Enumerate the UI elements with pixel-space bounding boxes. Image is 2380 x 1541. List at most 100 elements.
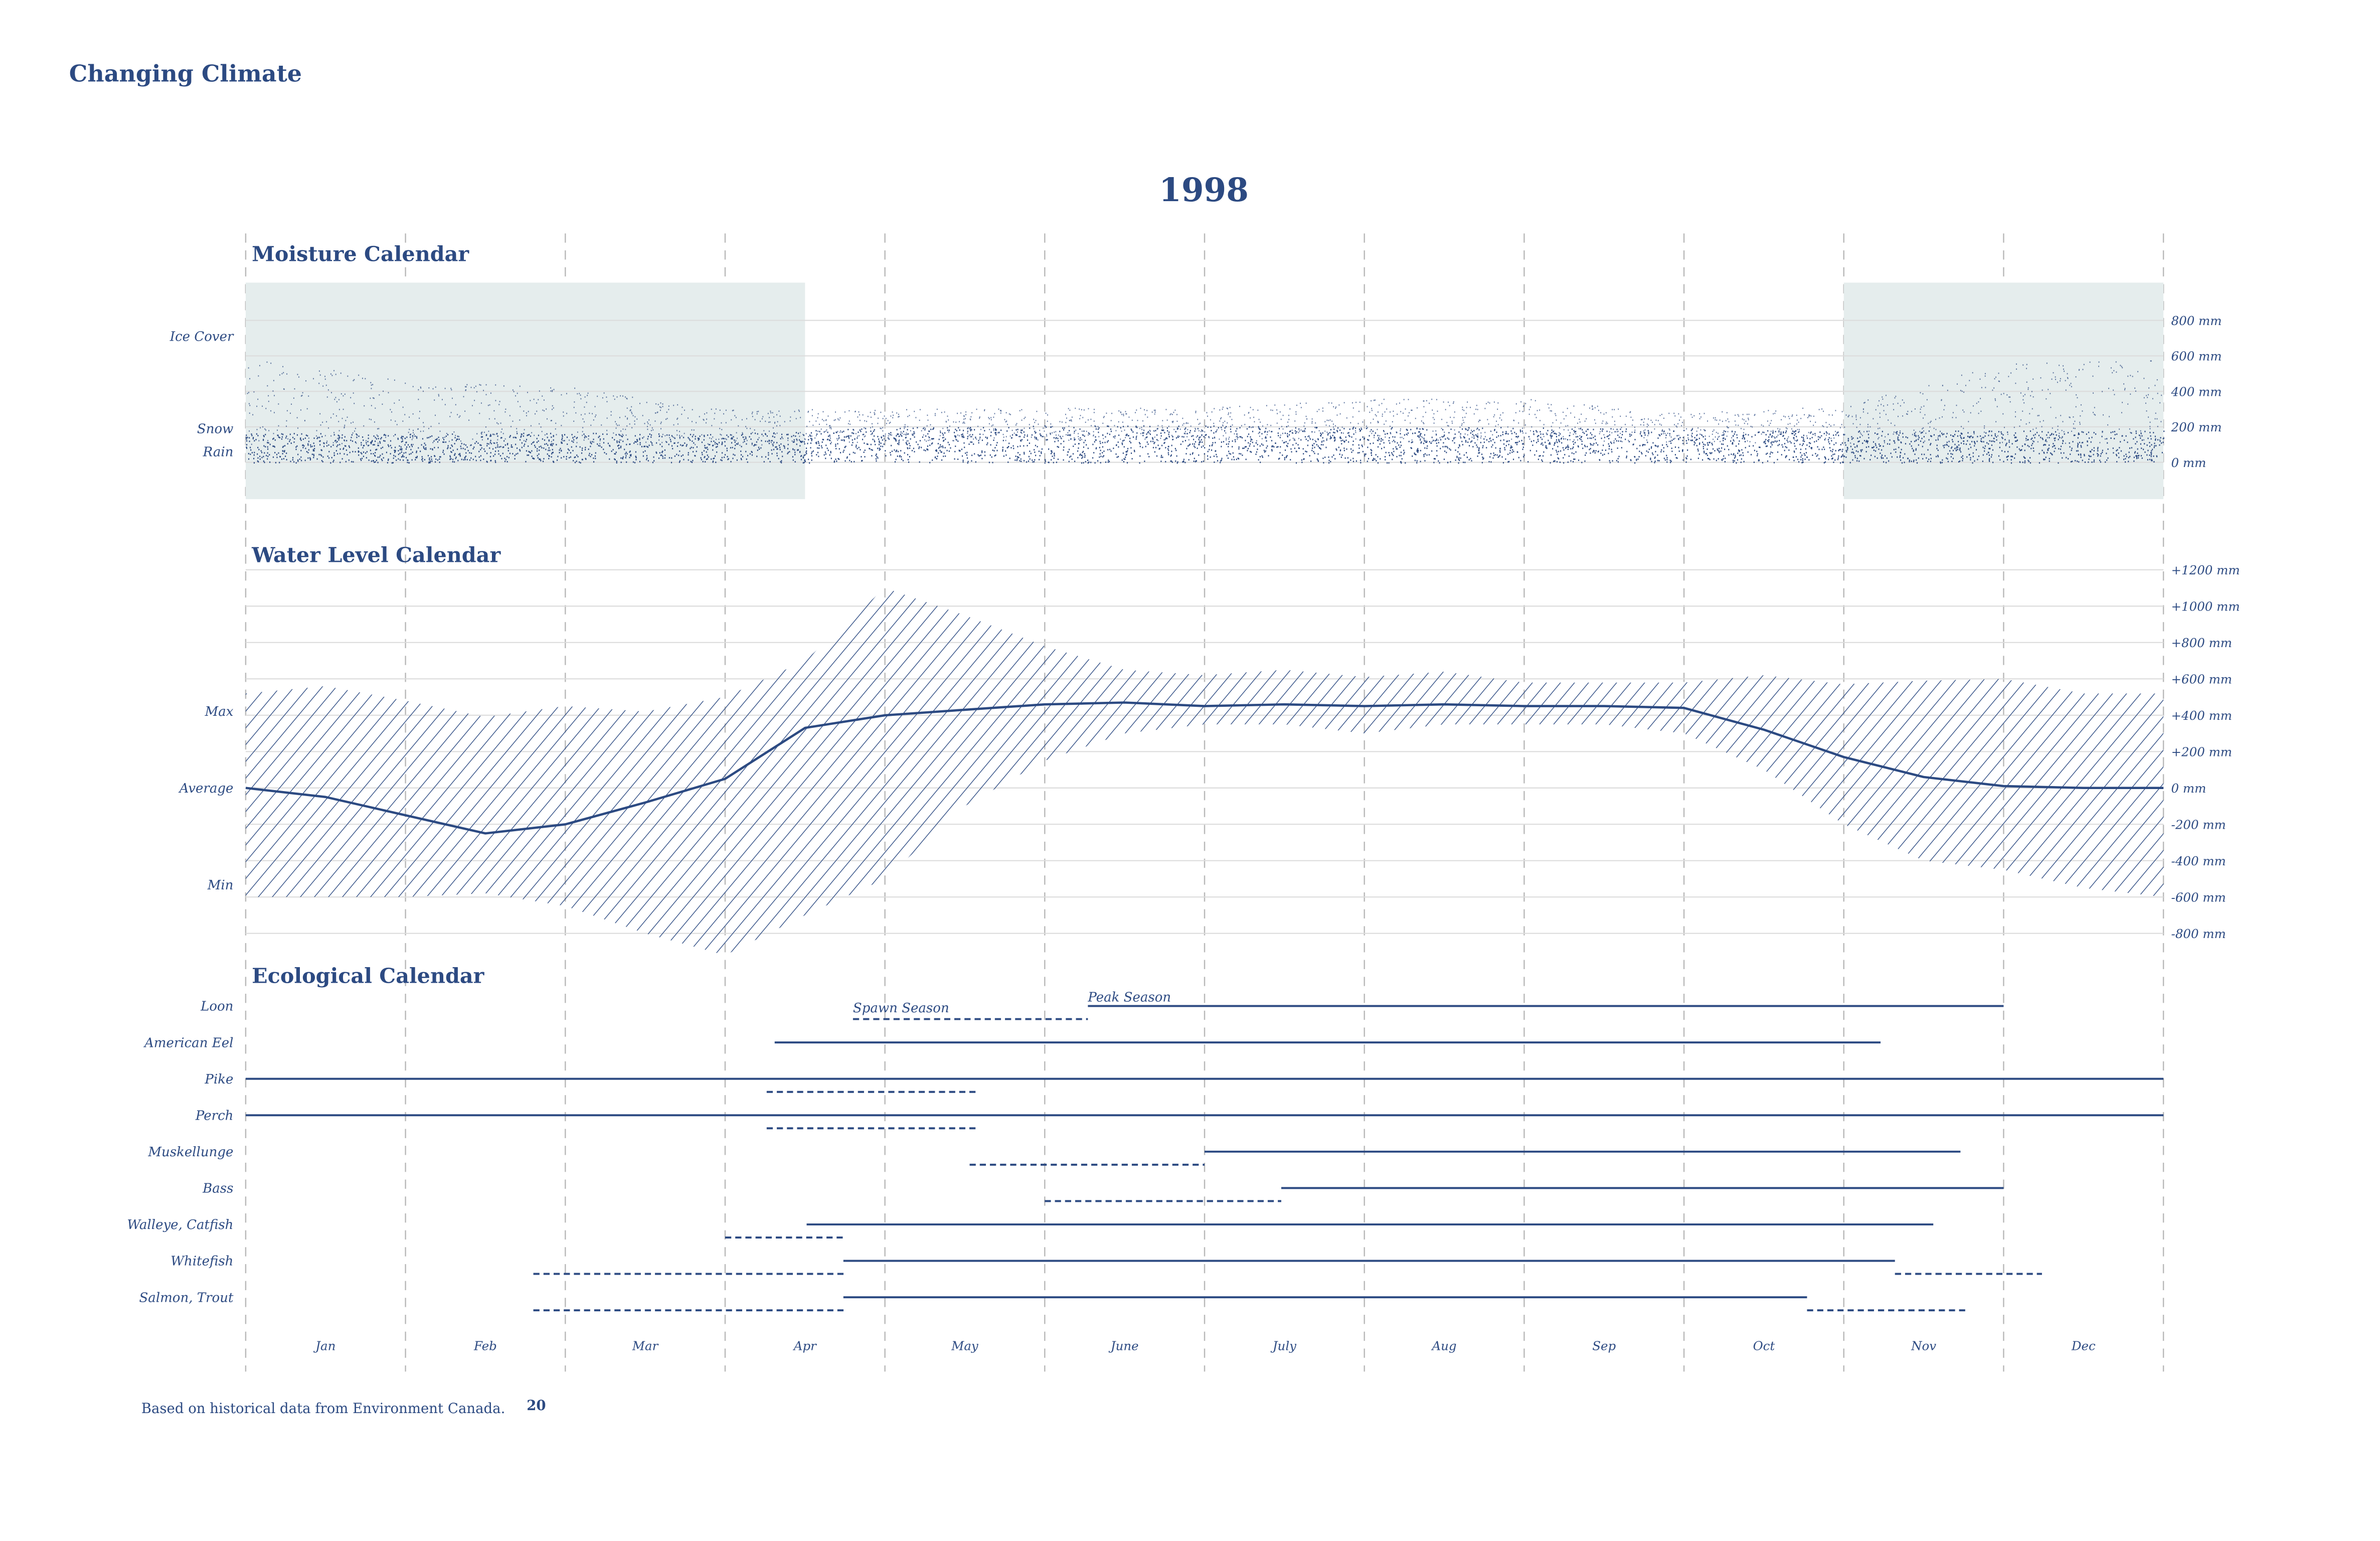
rain-dot (1590, 452, 1591, 454)
snow-dot (2062, 421, 2064, 422)
rain-dot (1327, 434, 1329, 436)
rain-dot (711, 458, 712, 460)
rain-dot (1801, 461, 1803, 464)
rain-dot (1657, 454, 1658, 456)
rain-dot (1719, 447, 1720, 449)
rain-dot (1650, 458, 1651, 460)
rain-dot (905, 434, 907, 436)
snow-dot (434, 399, 435, 401)
rain-dot (1284, 458, 1285, 460)
rain-dot (844, 460, 846, 462)
rain-dot (713, 444, 714, 446)
rain-dot (603, 448, 604, 450)
rain-dot (310, 458, 311, 460)
rain-dot (970, 441, 971, 443)
rain-dot (313, 454, 315, 456)
rain-dot (1674, 446, 1676, 448)
rain-dot (1657, 446, 1658, 448)
rain-dot (1785, 430, 1787, 432)
snow-dot (1662, 433, 1664, 434)
rain-dot (871, 455, 873, 456)
rain-dot (316, 458, 318, 460)
rain-dot (991, 456, 992, 458)
rain-dot (1732, 435, 1734, 437)
rain-dot (1713, 458, 1715, 460)
rain-dot (568, 449, 570, 451)
rain-dot (1563, 462, 1565, 464)
rain-dot (286, 458, 287, 460)
rain-dot (1743, 434, 1745, 436)
rain-dot (701, 441, 703, 443)
rain-dot (1053, 461, 1054, 464)
rain-dot (1355, 460, 1357, 462)
snow-dot (2067, 377, 2068, 379)
rain-dot (545, 448, 547, 450)
rain-dot (993, 439, 994, 441)
rain-dot (809, 462, 810, 464)
rain-dot (1051, 459, 1052, 461)
rain-dot (313, 437, 315, 439)
rain-dot (1786, 446, 1788, 448)
snow-dot (584, 396, 586, 398)
rain-dot (650, 441, 652, 443)
rain-dot (1699, 442, 1701, 444)
rain-dot (516, 447, 518, 449)
rain-dot (1162, 456, 1163, 458)
rain-dot (374, 461, 375, 463)
rain-dot (1019, 435, 1021, 437)
rain-dot (400, 446, 402, 448)
rain-dot (2102, 451, 2103, 453)
rain-dot (704, 434, 705, 436)
rain-dot (616, 462, 617, 464)
rain-dot (1590, 443, 1591, 444)
rain-dot (246, 438, 247, 440)
rain-dot (1945, 436, 1947, 438)
rain-dot (691, 461, 693, 464)
snow-dot (1579, 421, 1581, 423)
rain-dot (1183, 432, 1185, 434)
rain-dot (1148, 455, 1150, 457)
rain-dot (795, 432, 797, 433)
snow-dot (626, 397, 627, 399)
snow-dot (725, 409, 727, 411)
rain-dot (757, 438, 759, 440)
rain-dot (2072, 460, 2073, 463)
rain-dot (1250, 438, 1252, 440)
rain-dot (1661, 449, 1662, 451)
rain-dot (1333, 428, 1335, 430)
snow-dot (297, 427, 298, 429)
rain-dot (620, 461, 622, 464)
rain-dot (1377, 439, 1379, 441)
rain-dot (300, 449, 302, 451)
rain-dot (615, 434, 617, 436)
rain-dot (246, 444, 248, 445)
rain-dot (635, 455, 636, 457)
rain-dot (2067, 432, 2069, 433)
snow-dot (743, 441, 744, 443)
rain-dot (320, 454, 321, 455)
rain-dot (954, 458, 955, 460)
rain-dot (275, 461, 277, 464)
snow-dot (2115, 361, 2117, 363)
rain-dot (1705, 438, 1706, 440)
rain-dot (836, 460, 837, 462)
rain-dot (616, 441, 618, 443)
rain-dot (1301, 459, 1303, 461)
rain-dot (1367, 446, 1369, 448)
rain-dot (962, 459, 964, 461)
rain-dot (2069, 446, 2071, 448)
rain-dot (2044, 443, 2045, 445)
rain-dot (1063, 440, 1065, 442)
rain-dot (1705, 453, 1707, 455)
rain-dot (355, 441, 356, 443)
rain-dot (1783, 431, 1784, 433)
rain-dot (1758, 431, 1760, 433)
rain-dot (338, 437, 339, 439)
rain-dot (1388, 440, 1390, 441)
rain-dot (469, 459, 471, 461)
rain-dot (959, 429, 960, 431)
rain-dot (897, 450, 899, 452)
rain-dot (1573, 430, 1575, 432)
rain-dot (2049, 460, 2050, 462)
rain-dot (1771, 442, 1772, 444)
